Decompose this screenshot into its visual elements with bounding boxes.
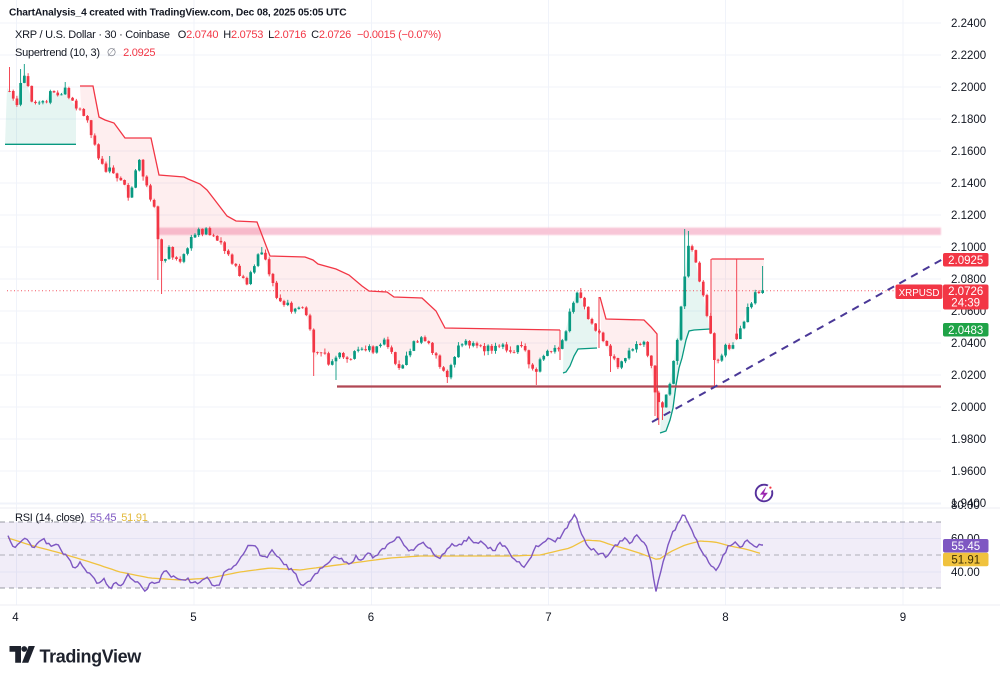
svg-text:2.0483: 2.0483 <box>948 325 983 337</box>
svg-text:2.0800: 2.0800 <box>951 274 986 286</box>
svg-text:7: 7 <box>545 612 551 624</box>
svg-text:2.0726: 2.0726 <box>948 286 983 298</box>
svg-text:8: 8 <box>722 612 728 624</box>
svg-text:9: 9 <box>900 612 906 624</box>
svg-text:2.1600: 2.1600 <box>951 146 986 158</box>
svg-text:51.91: 51.91 <box>951 555 980 567</box>
svg-text:XRPUSD: XRPUSD <box>899 288 940 299</box>
svg-text:2.1400: 2.1400 <box>951 178 986 190</box>
svg-text:2.0400: 2.0400 <box>951 338 986 350</box>
svg-text:80.00: 80.00 <box>951 500 980 512</box>
svg-text:2.2400: 2.2400 <box>951 18 986 30</box>
svg-text:40.00: 40.00 <box>951 567 980 579</box>
svg-text:5: 5 <box>190 612 196 624</box>
svg-text:24:39: 24:39 <box>951 298 980 310</box>
svg-text:TradingView: TradingView <box>40 647 143 667</box>
svg-text:1.9800: 1.9800 <box>951 434 986 446</box>
svg-text:2.1800: 2.1800 <box>951 114 986 126</box>
svg-text:2.0000: 2.0000 <box>951 402 986 414</box>
svg-text:Supertrend (10, 3)∅2.0925: Supertrend (10, 3) ∅ 2.0925 <box>15 47 155 59</box>
svg-text:6: 6 <box>368 612 374 624</box>
svg-text:XRP / U.S. Dollar · 30 · Coinb: XRP / U.S. Dollar · 30 · Coinbase O2.0740… <box>15 29 441 41</box>
svg-text:1.9400: 1.9400 <box>951 498 986 510</box>
svg-text:2.2200: 2.2200 <box>951 50 986 62</box>
svg-text:2.1000: 2.1000 <box>951 242 986 254</box>
svg-text:ChartAnalysis_4 created with T: ChartAnalysis_4 created with TradingView… <box>9 8 347 19</box>
svg-text:4: 4 <box>12 612 19 624</box>
svg-text:2.0200: 2.0200 <box>951 370 986 382</box>
svg-text:55.45: 55.45 <box>951 541 980 553</box>
svg-text:2.0925: 2.0925 <box>948 255 983 267</box>
svg-text:2.1200: 2.1200 <box>951 210 986 222</box>
svg-text:1.9600: 1.9600 <box>951 466 986 478</box>
svg-text:2.2000: 2.2000 <box>951 82 986 94</box>
